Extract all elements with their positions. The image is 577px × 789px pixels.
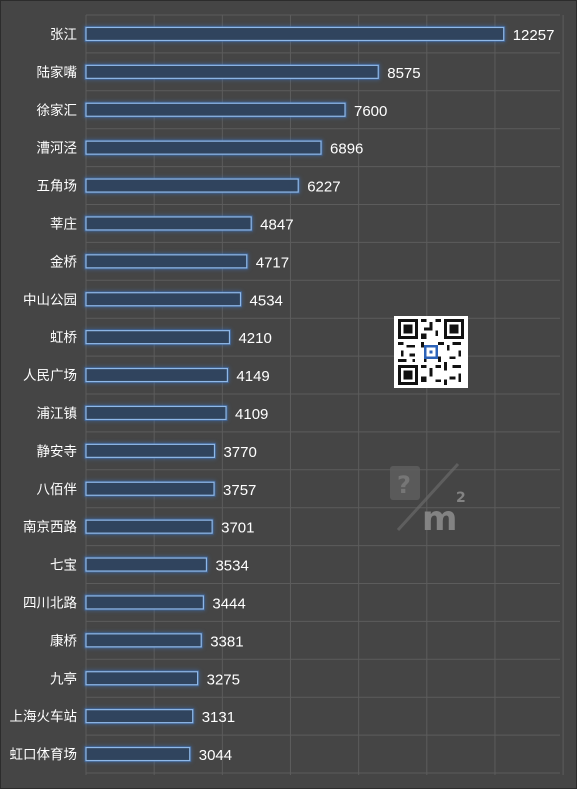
svg-text:2: 2	[456, 490, 466, 506]
value-label: 4534	[250, 292, 283, 309]
value-label: 3770	[223, 444, 256, 461]
category-label: 虹口体育场	[10, 747, 78, 763]
bar	[85, 330, 231, 345]
bar	[85, 140, 322, 155]
category-label: 四川北路	[23, 595, 77, 611]
bar	[85, 443, 216, 458]
value-label: 8575	[387, 65, 420, 82]
category-label: 九亭	[50, 670, 77, 687]
bar	[85, 367, 228, 383]
bar	[85, 254, 248, 269]
category-label: 康桥	[50, 632, 77, 649]
bar	[85, 595, 204, 610]
category-label: 七宝	[50, 558, 77, 574]
bar	[85, 64, 379, 79]
bar	[85, 557, 208, 572]
value-label: 4210	[238, 330, 271, 347]
category-label: 陆家嘴	[37, 64, 78, 81]
bars-group	[84, 25, 506, 763]
bar	[85, 178, 299, 193]
bar	[85, 671, 199, 686]
value-label: 3044	[199, 747, 232, 764]
bar	[85, 481, 215, 496]
category-label: 虹桥	[50, 330, 77, 346]
value-label: 4847	[260, 216, 293, 233]
value-label: 12257	[513, 27, 555, 44]
value-label: 3381	[210, 633, 243, 650]
bar	[85, 216, 252, 231]
bar	[85, 633, 202, 648]
value-label: 3757	[223, 482, 256, 499]
bar	[85, 26, 505, 42]
bar	[85, 292, 242, 307]
category-labels: 张江陆家嘴徐家汇漕河泾五角场莘庄金桥中山公园虹桥人民广场浦江镇静安寺八佰伴南京西…	[10, 27, 78, 763]
value-label: 3701	[221, 520, 254, 537]
value-label: 4149	[236, 368, 269, 385]
bar	[85, 519, 213, 534]
category-label: 人民广场	[23, 368, 77, 384]
svg-text:m: m	[422, 499, 457, 538]
category-label: 张江	[50, 27, 77, 43]
category-label: 中山公园	[23, 292, 77, 308]
svg-text:?: ?	[397, 471, 411, 499]
bar	[85, 746, 191, 762]
value-label: 3444	[212, 595, 245, 612]
category-label: 金桥	[50, 254, 77, 270]
grid-lines	[85, 14, 564, 775]
value-labels: 12257 8575 7600 6896 6227 4847 4717 4534 4210 414…	[199, 27, 555, 764]
value-label: 3131	[202, 709, 235, 726]
category-label: 静安寺	[37, 444, 78, 460]
category-label: 南京西路	[23, 520, 77, 536]
value-label: 7600	[354, 103, 387, 120]
category-label: 漕河泾	[37, 141, 78, 157]
bar	[85, 405, 227, 421]
value-label: 6896	[330, 141, 363, 158]
category-label: 徐家汇	[37, 102, 78, 119]
category-label: 莘庄	[50, 215, 77, 232]
category-label: 上海火车站	[10, 708, 78, 725]
category-label: 浦江镇	[37, 406, 78, 422]
category-label: 五角场	[37, 179, 78, 195]
qr-code-icon	[394, 316, 468, 388]
value-label: 6227	[307, 179, 340, 196]
value-label: 3534	[215, 558, 248, 575]
sqm-watermark-icon: ? m 2	[384, 458, 474, 539]
value-label: 4109	[235, 406, 268, 423]
bar	[85, 102, 346, 117]
value-label: 3275	[207, 671, 240, 688]
value-label: 4717	[256, 254, 289, 271]
bar	[85, 709, 194, 724]
category-label: 八佰伴	[37, 482, 78, 498]
